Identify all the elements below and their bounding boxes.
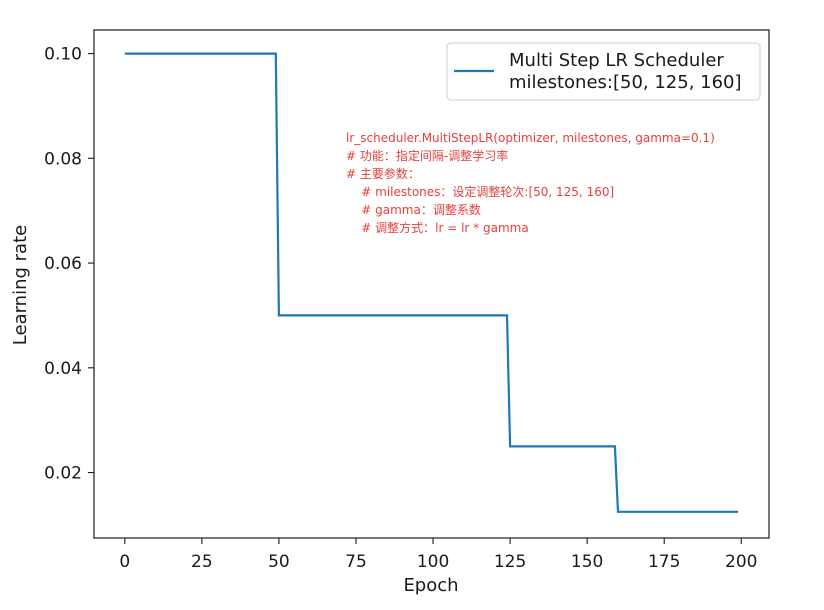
x-axis-ticks: 0 25 50 75 100 125 150 175 200 — [119, 538, 757, 572]
annotation-block: lr_scheduler.MultiStepLR(optimizer, mile… — [346, 131, 715, 235]
y-tick-label: 0.08 — [44, 149, 82, 169]
annotation-line: # 主要参数： — [346, 166, 420, 181]
x-tick-label: 125 — [494, 552, 526, 572]
y-tick-label: 0.06 — [44, 254, 82, 274]
legend: Multi Step LR Scheduler milestones:[50, … — [446, 42, 761, 101]
x-tick-label: 200 — [725, 552, 757, 572]
x-tick-label: 0 — [119, 552, 130, 572]
y-axis-ticks: 0.02 0.04 0.06 0.08 0.10 — [44, 45, 94, 484]
annotation-line: lr_scheduler.MultiStepLR(optimizer, mile… — [346, 131, 715, 145]
x-axis-label: Epoch — [403, 575, 458, 596]
annotation-line: # 功能：指定间隔-调整学习率 — [346, 148, 508, 163]
series-line — [124, 52, 739, 513]
legend-label-line2: milestones:[50, 125, 160] — [509, 72, 742, 93]
x-tick-label: 50 — [268, 552, 290, 572]
legend-label-line1: Multi Step LR Scheduler — [509, 50, 724, 71]
legend-box — [446, 42, 761, 101]
x-tick-label: 25 — [191, 552, 213, 572]
x-tick-label: 150 — [571, 552, 603, 572]
y-tick-label: 0.10 — [44, 45, 82, 65]
annotation-line: # 调整方式：lr = lr * gamma — [346, 220, 529, 235]
annotation-line: # gamma：调整系数 — [346, 202, 481, 217]
x-tick-label: 175 — [648, 552, 680, 572]
plot-frame — [93, 29, 770, 539]
annotation-line: # milestones：设定调整轮次:[50, 125, 160] — [346, 184, 614, 199]
y-tick-label: 0.02 — [44, 464, 82, 484]
x-tick-label: 100 — [417, 552, 449, 572]
y-axis-label: Learning rate — [10, 225, 31, 345]
series-group — [124, 52, 739, 513]
y-tick-label: 0.04 — [44, 359, 82, 379]
x-tick-label: 75 — [345, 552, 367, 572]
